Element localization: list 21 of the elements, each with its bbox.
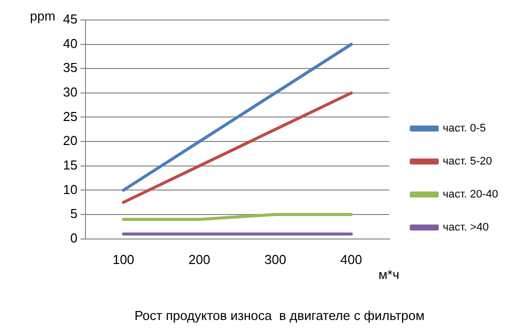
y-tick-label: 45 — [62, 12, 78, 27]
x-tick-label: 100 — [112, 252, 134, 268]
x-axis-title: м*ч — [378, 266, 400, 282]
y-tick-label: 40 — [62, 36, 78, 51]
y-tick-label: 20 — [62, 133, 78, 148]
y-tick-label: 15 — [62, 157, 78, 172]
legend-label: част. >40 — [442, 222, 489, 234]
y-axis-title: ppm — [30, 8, 56, 24]
y-tick-label: 0 — [70, 230, 78, 246]
y-tick-label: 10 — [62, 182, 78, 197]
legend-label: част. 20-40 — [442, 188, 498, 201]
y-tick-label: 30 — [62, 84, 78, 100]
legend-label: част. 0-5 — [442, 122, 486, 135]
legend-label: част. 5-20 — [442, 156, 492, 168]
x-tick-label: 400 — [340, 252, 362, 268]
y-tick-label: 5 — [70, 206, 78, 222]
text: Рост продуктов износа в двигателе с фильтром — [134, 308, 425, 323]
x-tick-label: 300 — [264, 252, 286, 268]
y-tick-label: 25 — [62, 108, 78, 124]
x-tick-label: 200 — [188, 252, 210, 268]
y-tick-label: 35 — [62, 60, 78, 76]
